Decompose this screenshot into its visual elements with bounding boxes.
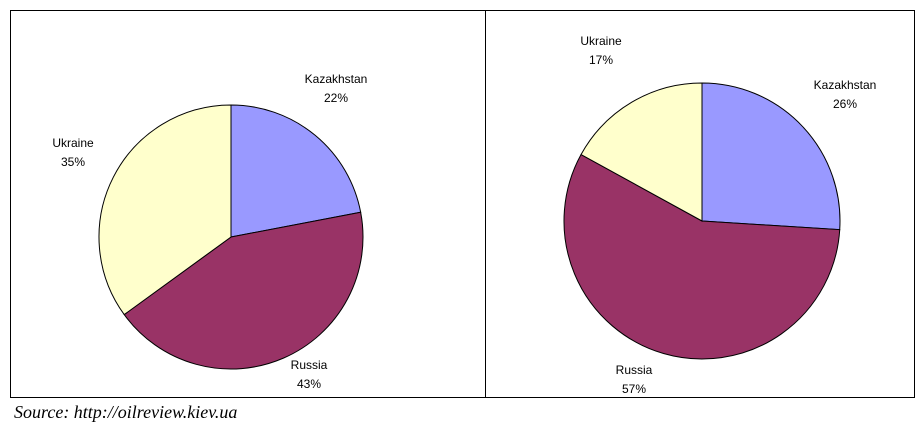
slice-label: Kazakhstan <box>814 78 877 92</box>
slice-label: Russia <box>291 358 328 372</box>
slice-value: 57% <box>622 382 646 396</box>
source: Source: http://oilreview.kiev.ua <box>14 402 237 422</box>
pie-slice <box>563 153 841 360</box>
slice-label: Ukraine <box>580 34 622 48</box>
slice-label: Kazakhstan <box>305 72 368 86</box>
slice-label: Russia <box>616 363 653 377</box>
slice-label: Ukraine <box>52 136 94 150</box>
slice-value: 26% <box>833 97 857 111</box>
slice-value: 22% <box>324 91 348 105</box>
slice-value: 35% <box>61 155 85 169</box>
pie-slice <box>701 82 841 231</box>
pie-slice <box>580 82 703 222</box>
frame <box>10 10 915 398</box>
slice-value: 43% <box>297 377 321 391</box>
pie-slice <box>98 104 232 316</box>
pie-slice <box>230 104 362 238</box>
pie-slice <box>123 211 364 370</box>
slice-value: 17% <box>589 53 613 67</box>
